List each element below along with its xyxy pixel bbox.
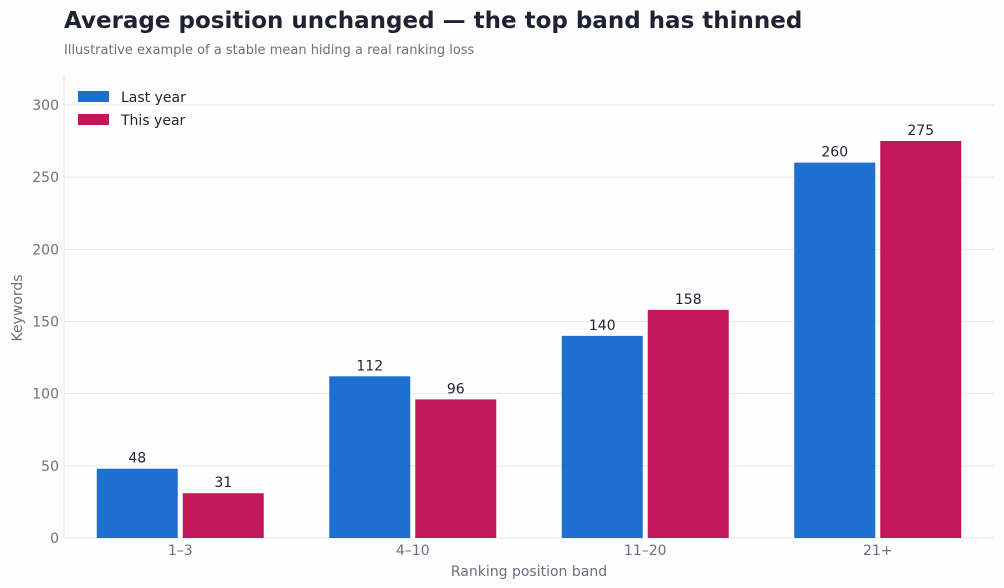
x-tick-label: 21+: [863, 543, 893, 559]
bar-last-year: [96, 468, 178, 538]
x-tick-label: 4–10: [396, 543, 430, 559]
bar-this-year: [647, 309, 729, 538]
bar-value-label: 112: [356, 358, 383, 374]
y-tick-label: 150: [32, 314, 59, 330]
bar-this-year: [880, 140, 962, 538]
bar-value-label: 158: [675, 292, 702, 308]
bar-last-year: [561, 335, 643, 538]
y-axis-title: Keywords: [10, 274, 26, 341]
legend-label: Last year: [121, 90, 186, 106]
y-tick-label: 100: [32, 387, 59, 403]
bar-last-year: [329, 376, 411, 538]
bar-this-year: [415, 399, 497, 538]
legend: Last year This year: [78, 90, 186, 129]
value-labels: 48 31 112 96 140 158 260 275: [128, 123, 934, 491]
y-tick-label: 250: [32, 170, 59, 186]
legend-swatch: [78, 91, 109, 102]
y-tick-label: 0: [50, 531, 59, 547]
legend-swatch: [78, 114, 109, 125]
bar-value-label: 96: [447, 381, 465, 397]
x-tick-label: 1–3: [168, 543, 193, 559]
chart-subtitle: Illustrative example of a stable mean hi…: [64, 43, 475, 58]
chart-title: Average position unchanged — the top ban…: [64, 8, 803, 34]
x-axis-title: Ranking position band: [451, 564, 607, 580]
bar-value-label: 260: [821, 145, 848, 161]
bar-this-year: [182, 493, 264, 538]
bar-last-year: [794, 162, 876, 538]
bars: [96, 140, 962, 538]
bar-value-label: 140: [589, 318, 616, 334]
y-tick-label: 50: [41, 459, 59, 475]
y-tick-label: 300: [32, 98, 59, 114]
bar-value-label: 48: [128, 451, 146, 467]
bar-value-label: 31: [214, 475, 232, 491]
bar-value-label: 275: [907, 123, 934, 139]
legend-label: This year: [120, 113, 186, 129]
y-tick-label: 200: [32, 242, 59, 258]
x-tick-label: 11–20: [624, 543, 667, 559]
